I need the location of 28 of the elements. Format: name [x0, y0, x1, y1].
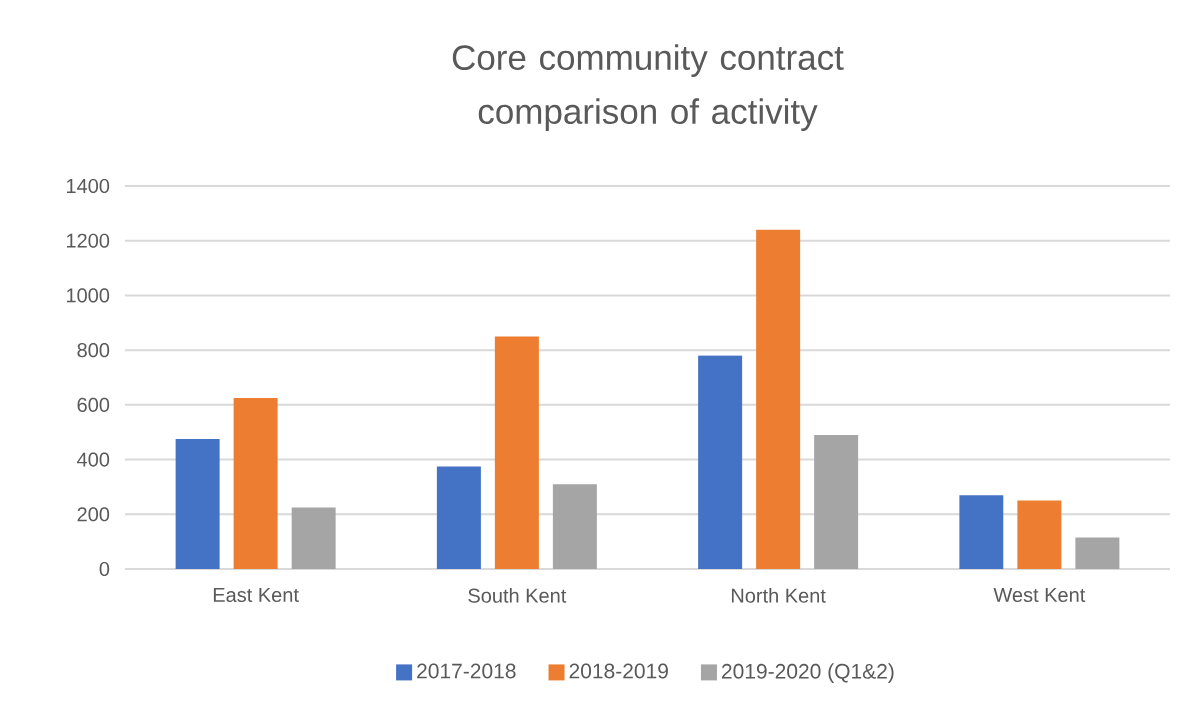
bar [175, 439, 220, 569]
y-tick-label: 200 [77, 507, 110, 522]
x-tick-label: South Kent [468, 588, 567, 603]
x-tick-label: West Kent [993, 588, 1086, 603]
y-tick-label: 1200 [66, 233, 110, 248]
bar [552, 484, 597, 569]
y-tick-label: 1400 [66, 178, 110, 194]
legend-label: 2019-2020 (Q1&2) [722, 663, 894, 683]
bar [814, 434, 859, 569]
legend-label: 2018-2019 [569, 663, 668, 679]
bar [494, 336, 539, 569]
y-tick-label: 0 [99, 561, 110, 577]
y-tick-label: 800 [77, 343, 110, 358]
bar [291, 507, 336, 569]
bar [233, 398, 278, 569]
bar [1075, 537, 1120, 569]
x-tick-label: North Kent [731, 588, 826, 603]
legend-label: 2017-2018 [417, 663, 516, 679]
bar [756, 229, 801, 569]
y-tick-label: 1000 [66, 288, 110, 303]
chart-title: Core community contract comparison of activity [452, 44, 844, 131]
x-tick-label: East Kent [213, 588, 299, 603]
bar [698, 355, 743, 569]
bar [959, 495, 1004, 569]
bar [1017, 500, 1062, 569]
y-tick-label: 400 [77, 452, 110, 467]
y-tick-label: 600 [77, 397, 110, 412]
bar [436, 466, 481, 569]
